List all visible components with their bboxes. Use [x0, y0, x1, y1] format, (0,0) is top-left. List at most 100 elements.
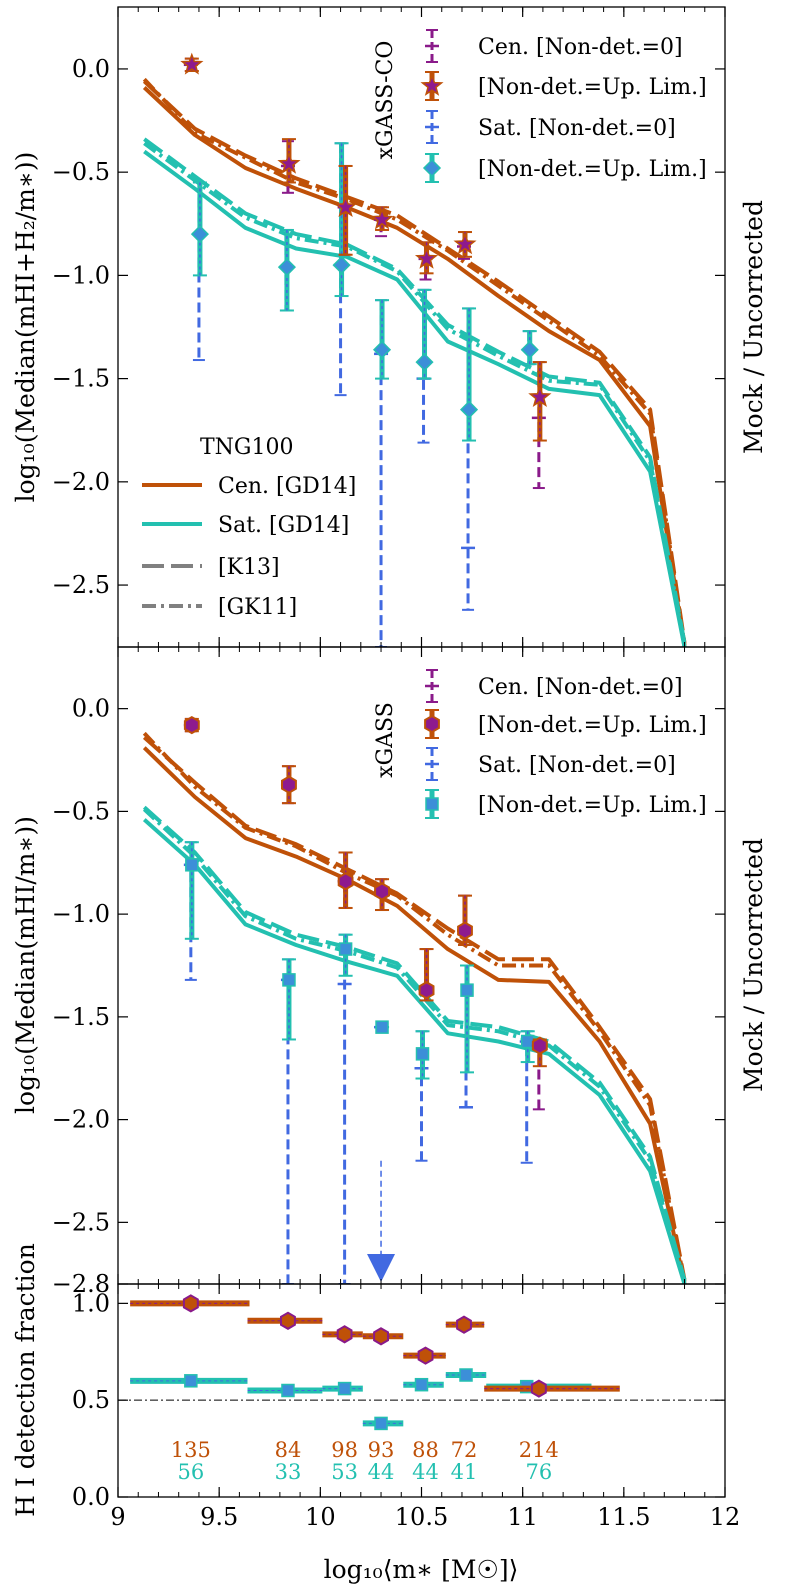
top-line-cen-gk11-: [142, 77, 687, 646]
mid-line-sat-k13-: [142, 805, 687, 1281]
mid-line-cen-k13-: [142, 735, 687, 1281]
mid-cen-uplim-marker: [531, 1036, 548, 1055]
x-tick-label: 11.5: [597, 1503, 650, 1531]
bottom-sat-marker: [459, 1368, 473, 1382]
bottom-count-sat: 53: [331, 1460, 358, 1484]
x-tick-label: 10.5: [395, 1503, 448, 1531]
top-cen-uplim-marker: [528, 385, 552, 408]
mid-cen-uplim-marker: [374, 882, 390, 901]
x-axis: 9 9.5 10 10.5 11 11.5 12: [110, 1503, 740, 1531]
x-axis-label: log₁₀⟨m∗ [M☉]⟩: [324, 1555, 519, 1584]
mid-ytick-label: −0.5: [52, 797, 110, 825]
bottom-count-cen: 72: [451, 1438, 478, 1462]
x-tick-label: 9.5: [200, 1503, 238, 1531]
top-cen-uplim-marker: [180, 52, 204, 75]
mid-ytick-label: −1.0: [52, 900, 110, 928]
bottom-count-sat: 44: [412, 1460, 439, 1484]
mid-ytick-label: −1.5: [52, 1003, 110, 1031]
top-ytick-label: −0.5: [52, 158, 110, 186]
mid-legend-obs-label: [Non-det.=Up. Lim.]: [478, 713, 707, 738]
bottom-count-sat: 41: [451, 1460, 478, 1484]
top-legend-sim-label: [K13]: [218, 555, 280, 580]
mid-legend-sat-uplim-marker: [425, 797, 439, 811]
top-frame: [117, 6, 726, 648]
mid-ytick-label: −2.0: [52, 1106, 110, 1134]
top-sat-uplim-marker: [277, 258, 296, 277]
top-legend-sim-title: TNG100: [200, 435, 294, 460]
top-legend-sim-label: [GK11]: [218, 595, 297, 620]
top-ticks: 0.0 −0.5 −1.0 −1.5 −2.0 −2.5: [52, 7, 726, 647]
mid-legend: Cen. [Non-det.=0] [Non-det.=Up. Lim.] Sat.…: [424, 669, 707, 819]
top-legend-obs-title: xGASS-CO: [373, 41, 398, 160]
top-legend-sim-label: Sat. [GD14]: [218, 513, 349, 538]
top-sat-uplim-marker: [415, 353, 434, 372]
bottom-count-cen: 88: [412, 1438, 439, 1462]
mid-sat-uplim-marker: [282, 973, 296, 987]
mid-legend-obs-label: Cen. [Non-det.=0]: [478, 675, 683, 700]
bottom-counts: 135 84 98 93 88 72 214 56 33 53 44 44 41 76: [171, 1438, 559, 1484]
bottom-count-sat: 33: [275, 1460, 302, 1484]
bottom-ticks: 1.0 0.5 0.0: [72, 1284, 726, 1511]
top-ytick-label: −1.5: [52, 365, 110, 393]
mid-legend-obs-label: Sat. [Non-det.=0]: [478, 753, 676, 778]
mid-sat-uplim-marker: [338, 942, 353, 956]
mid-sat-uplim-marker: [460, 983, 474, 997]
top-legend-cen-uplim-marker: [420, 73, 444, 96]
top-ytick-label: −2.0: [52, 468, 110, 496]
mid-cen-uplim-marker: [457, 921, 473, 940]
top-cen-uplim-marker: [334, 195, 358, 218]
mid-legend-obs-label: [Non-det.=Up. Lim.]: [478, 793, 707, 818]
bottom-cen-marker: [530, 1379, 547, 1398]
mid-sat-uplim-marker: [185, 858, 199, 872]
bottom-cen-marker: [336, 1325, 353, 1344]
bottom-count-sat: 76: [525, 1460, 552, 1484]
mid-ytick-label: −2.8: [52, 1270, 110, 1298]
bottom-count-cen: 98: [331, 1438, 358, 1462]
top-sat-uplim-marker: [459, 400, 479, 419]
top-cen-uplim-marker: [277, 151, 301, 174]
x-tick-label: 10: [305, 1503, 336, 1531]
top-ytick-label: −2.5: [52, 571, 110, 599]
mid-cen-uplim-marker: [337, 872, 354, 891]
top-sat-uplim-marker: [372, 340, 392, 359]
mid-ytick-label: −2.5: [52, 1208, 110, 1236]
top-legend-sat-uplim-marker: [422, 158, 442, 178]
bottom-cen-marker: [280, 1311, 296, 1330]
top-sat-uplim-marker: [520, 340, 539, 359]
top-legend-obs-label: [Non-det.=Up. Lim.]: [478, 75, 707, 100]
top-ylabel: log₁₀(Median(mHI+H₂/m∗)): [11, 152, 40, 503]
top-plot: [142, 52, 687, 647]
bottom-cen-marker: [456, 1315, 472, 1334]
bottom-sat-marker: [184, 1374, 198, 1388]
mid-legend-obs-title: xGASS: [373, 702, 398, 778]
mid-line-sat-gk11-: [142, 807, 687, 1283]
bottom-count-cen: 214: [519, 1438, 559, 1462]
mid-legend-cen-uplim-marker: [424, 714, 440, 734]
mid-ylabel: log₁₀(Median(mHI/m∗)): [11, 816, 40, 1114]
bottom-ytick-label: 0.0: [72, 1483, 110, 1511]
bottom-ytick-label: 1.0: [72, 1289, 110, 1317]
x-tick-label: 11: [507, 1503, 538, 1531]
mid-sat-uplim-marker: [415, 1047, 430, 1061]
bottom-count-cen: 135: [171, 1438, 211, 1462]
top-ytick-label: −1.0: [52, 261, 110, 289]
top-legend-obs-label: Cen. [Non-det.=0]: [478, 35, 683, 60]
mid-line-cen-gd14-: [142, 746, 687, 1284]
mid-frame: [117, 646, 726, 1285]
top-ylabel-right: Mock / Uncorrected: [739, 200, 768, 454]
mid-line-sat-gd14-: [142, 818, 687, 1284]
bottom-cen-marker: [182, 1294, 199, 1313]
bottom-count-sat: 56: [177, 1460, 204, 1484]
bottom-plot: [118, 1294, 725, 1431]
mid-arrow-head: [367, 1254, 396, 1282]
x-tick-label: 12: [710, 1503, 741, 1531]
mid-sat-uplim-marker: [375, 1020, 389, 1034]
top-line-cen-gd14-: [142, 86, 687, 647]
bottom-count-cen: 84: [275, 1438, 302, 1462]
panel-top: 0.0 −0.5 −1.0 −1.5 −2.0 −2.5 log₁₀(Median(mHI…: [11, 6, 768, 648]
top-legend: Cen. [Non-det.=0] [Non-det.=Up. Lim.] Sat.…: [142, 29, 707, 620]
mid-plot: [142, 715, 687, 1284]
mid-cen-uplim-marker: [183, 715, 200, 735]
top-cen-uplim-marker: [414, 246, 439, 269]
